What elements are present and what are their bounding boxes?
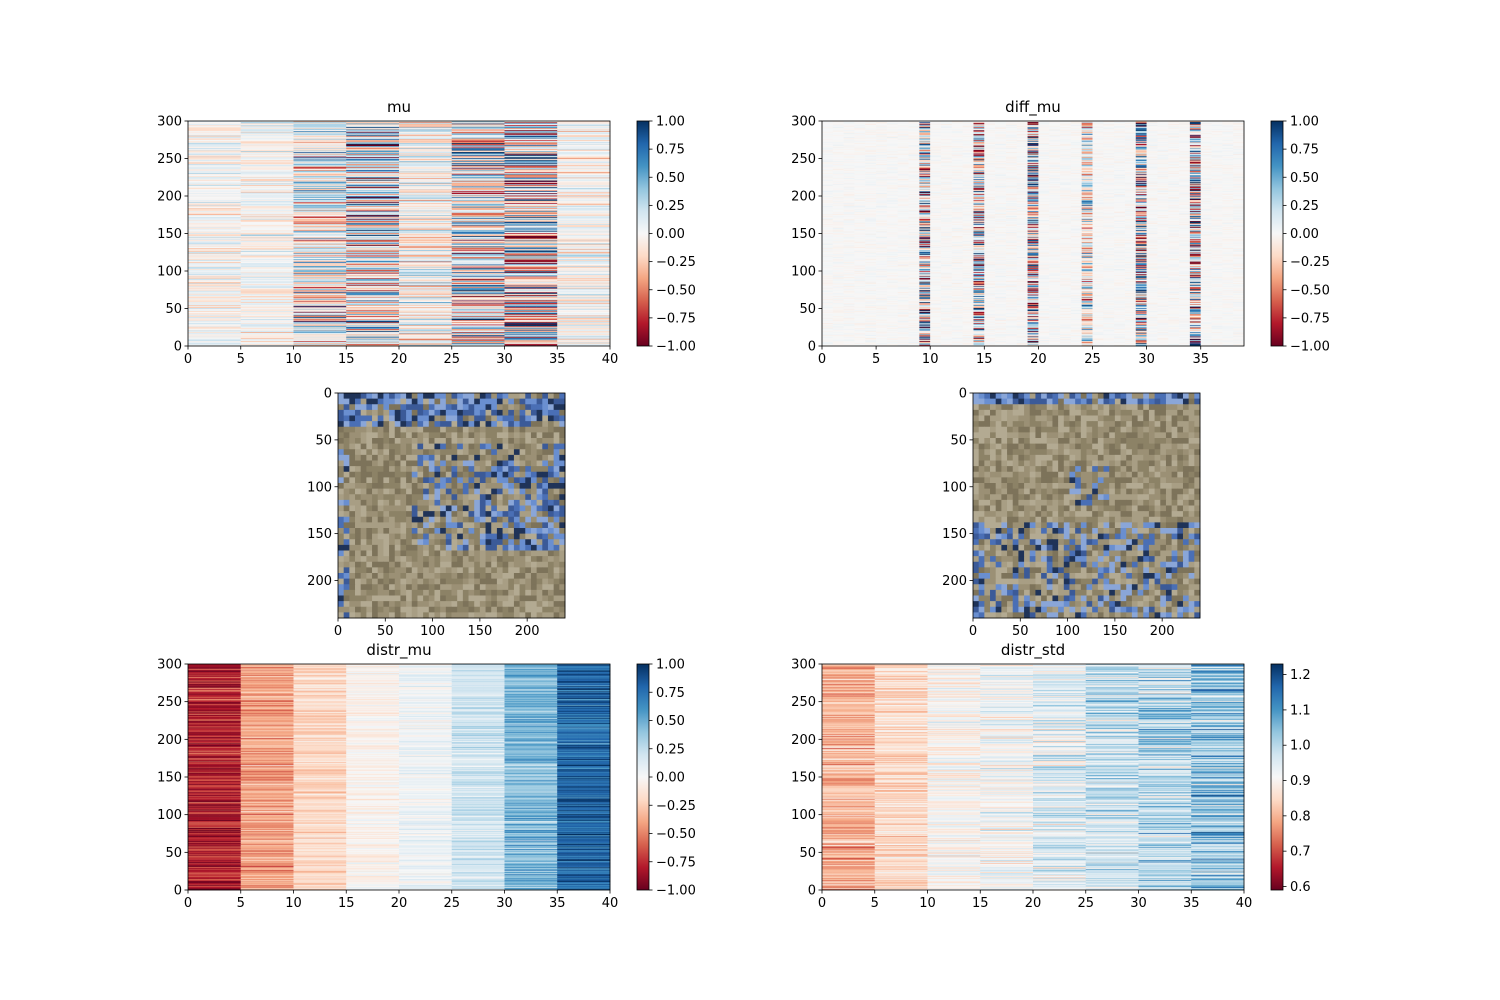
heatmap-cells [188,121,610,346]
